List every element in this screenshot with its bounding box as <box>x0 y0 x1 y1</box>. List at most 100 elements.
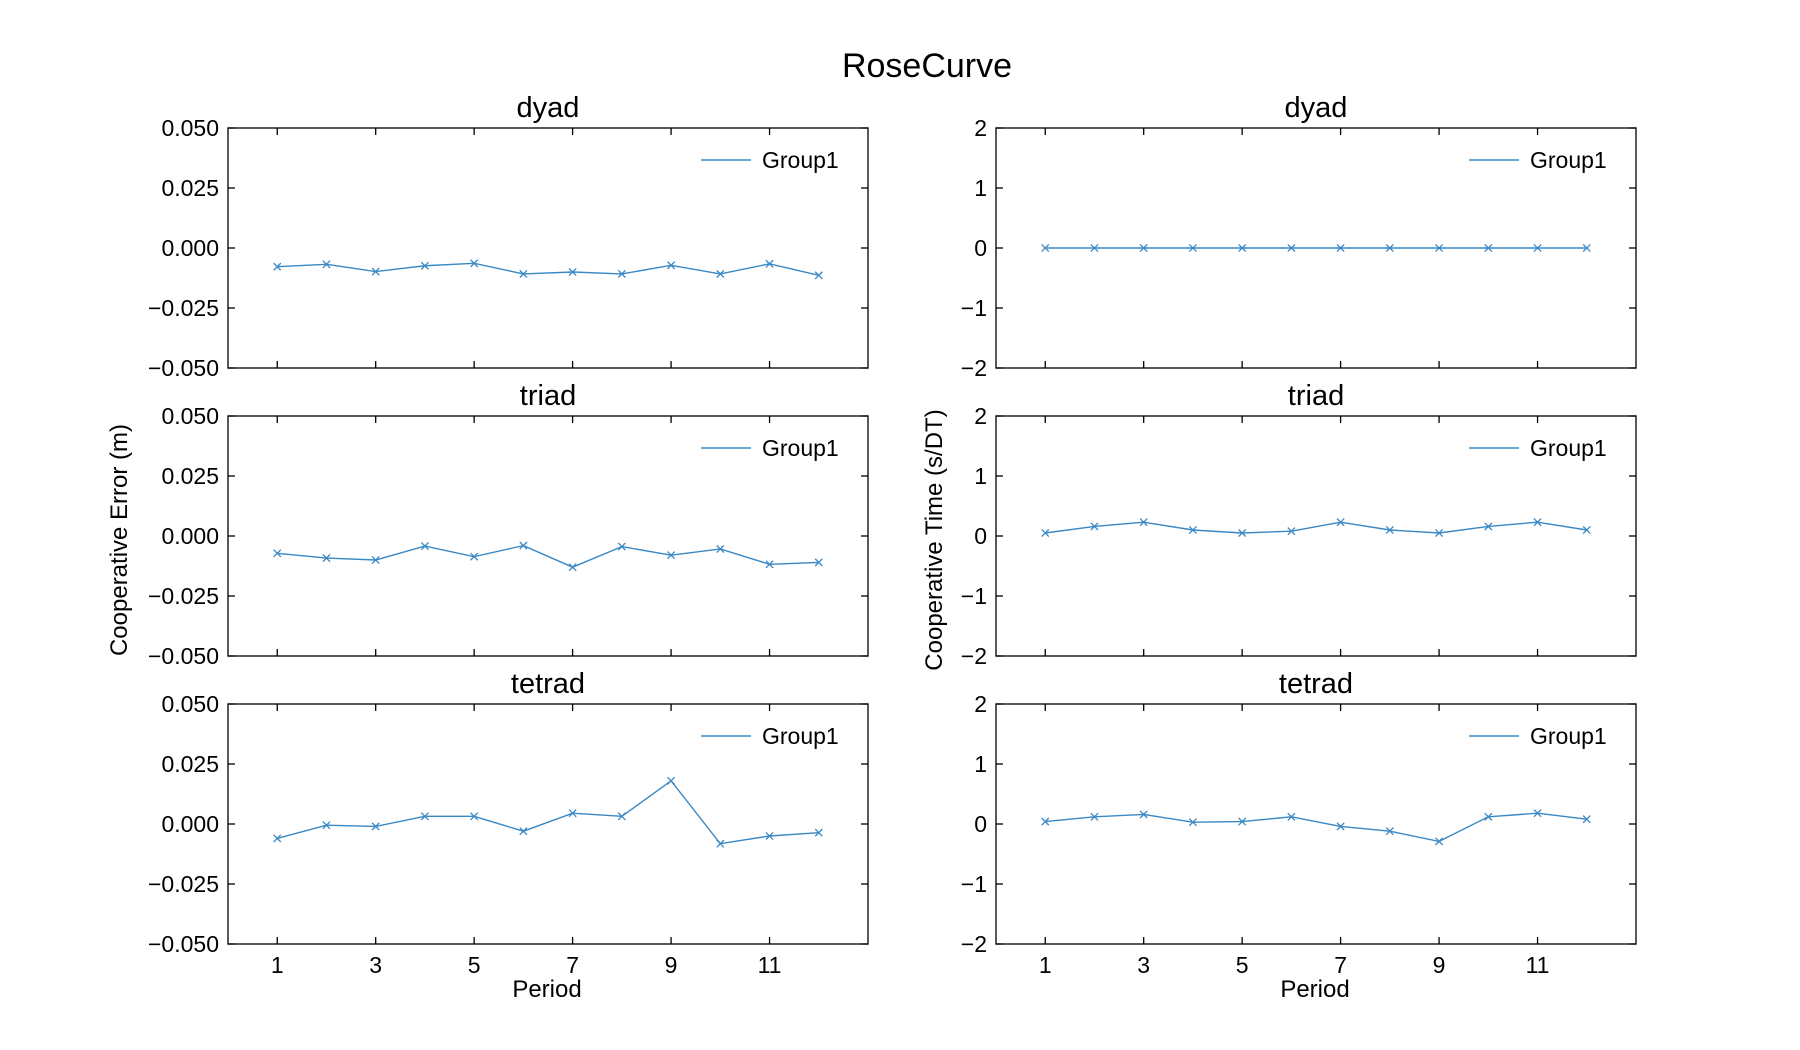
data-point <box>1090 812 1099 821</box>
x-tick-label: 3 <box>369 952 382 978</box>
legend-label: Group1 <box>762 435 839 461</box>
x-tick-label: 9 <box>665 952 678 978</box>
data-point <box>1533 809 1542 818</box>
data-point <box>470 259 479 268</box>
data-point <box>1435 528 1444 538</box>
subplot-triad-left: triad −0.050 −0.025 0.000 0.025 0.050 Group1 <box>148 380 869 669</box>
data-point <box>371 822 380 831</box>
y-tick-label: 0.000 <box>161 811 219 837</box>
data-point <box>273 262 282 271</box>
data-point <box>519 827 528 836</box>
subplot-tetrad-left: tetrad −0.050 −0.025 0.000 0.025 0.050 1 3 5 7 9 11… <box>148 668 869 978</box>
x-tick-label: 3 <box>1137 952 1150 978</box>
data-point <box>470 812 479 821</box>
data-point <box>617 269 626 278</box>
legend-label: Group1 <box>762 147 839 173</box>
data-point <box>470 552 479 561</box>
series-line-Group1 <box>277 544 819 568</box>
data-point <box>814 271 823 280</box>
x-tick-label: 1 <box>1039 952 1052 978</box>
data-point <box>1238 817 1247 826</box>
data-point <box>322 554 331 563</box>
data-point <box>1336 243 1345 253</box>
y-tick-label: 1 <box>974 175 987 201</box>
x-tick-label: 5 <box>468 952 481 978</box>
data-point <box>1435 837 1444 846</box>
data-point <box>322 260 331 269</box>
data-point <box>1336 518 1345 527</box>
y-tick-label: 0.000 <box>161 523 219 549</box>
y-tick-label: 1 <box>974 751 987 777</box>
subplot-title: tetrad <box>511 668 585 700</box>
data-point <box>568 809 577 818</box>
left-x-axis-label: Period <box>512 976 581 1003</box>
data-point <box>1287 243 1296 253</box>
data-point <box>1336 822 1345 831</box>
y-tick-label: −1 <box>961 295 987 321</box>
x-tick-label: 5 <box>1236 952 1249 978</box>
data-point <box>716 839 725 848</box>
data-point <box>273 834 282 843</box>
data-point <box>1484 522 1493 531</box>
y-tick-label: 0.050 <box>161 115 219 141</box>
data-point <box>322 821 331 830</box>
data-point <box>765 259 774 268</box>
series-line-Group1 <box>277 779 819 845</box>
y-tick-label: −0.050 <box>148 355 219 381</box>
data-point <box>617 542 626 551</box>
data-point <box>1188 818 1197 827</box>
data-point <box>519 269 528 278</box>
data-point <box>1287 812 1296 821</box>
subplot-grid: dyad−0.050−0.0250.0000.0250.050Group1dya… <box>148 92 1637 978</box>
data-point <box>814 828 823 837</box>
right-x-axis-label: Period <box>1280 976 1349 1003</box>
y-tick-label: −0.050 <box>148 931 219 957</box>
data-point <box>420 812 429 821</box>
y-tick-label: 1 <box>974 463 987 489</box>
y-tick-label: 0.000 <box>161 235 219 261</box>
y-tick-label: 0.025 <box>161 751 219 777</box>
left-y-axis-label: Cooperative Error (m) <box>106 424 133 656</box>
subplot-triad-right: triad −2 −1 0 1 2 Group1 <box>961 380 1637 669</box>
data-point <box>1139 243 1148 253</box>
data-point <box>1041 243 1050 253</box>
x-tick-label: 11 <box>1526 952 1550 978</box>
data-point <box>1385 243 1394 253</box>
subplot-tetrad-right: tetrad −2 −1 0 1 2 1 3 5 7 9 11 Group1 <box>961 668 1637 978</box>
y-tick-label: 2 <box>974 115 987 141</box>
data-point <box>1090 243 1099 253</box>
data-point <box>617 812 626 821</box>
y-tick-label: −0.025 <box>148 583 219 609</box>
data-point <box>1435 243 1444 253</box>
series-line-Group1 <box>277 262 819 277</box>
data-point <box>1582 815 1591 824</box>
subplot-title: triad <box>520 380 576 412</box>
subplot-title: triad <box>1288 380 1344 412</box>
y-tick-label: −2 <box>961 643 987 669</box>
legend-label: Group1 <box>1530 147 1607 173</box>
data-point <box>716 269 725 278</box>
data-point <box>420 261 429 270</box>
x-tick-label: 7 <box>566 952 579 978</box>
data-point <box>1188 243 1197 253</box>
data-point <box>420 542 429 551</box>
data-point <box>814 558 823 567</box>
figure-title: RoseCurve <box>842 47 1012 85</box>
y-tick-label: −1 <box>961 583 987 609</box>
data-point <box>667 261 676 270</box>
y-tick-label: 2 <box>974 403 987 429</box>
data-point <box>371 267 380 276</box>
data-point <box>1484 243 1493 253</box>
y-tick-label: −0.025 <box>148 295 219 321</box>
data-point <box>765 560 774 569</box>
data-point <box>667 776 676 785</box>
data-point <box>1582 243 1591 253</box>
subplot-dyad-right: dyad −2 −1 0 1 2 Group1 <box>961 92 1637 381</box>
y-tick-label: 0.025 <box>161 175 219 201</box>
subplot-title: dyad <box>517 92 580 124</box>
y-tick-label: −0.025 <box>148 871 219 897</box>
data-point <box>568 563 577 572</box>
y-tick-label: 0 <box>974 235 987 261</box>
data-point <box>1533 518 1542 527</box>
